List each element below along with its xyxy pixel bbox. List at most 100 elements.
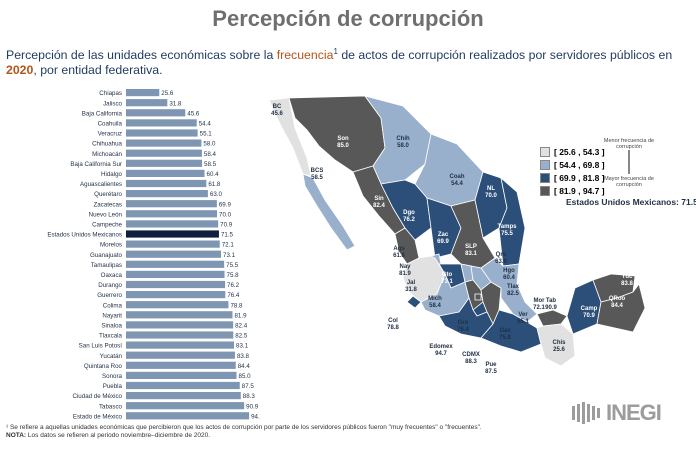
bar xyxy=(126,412,250,420)
map-state-value: 58.4 xyxy=(429,303,441,309)
map-state-abbr: BCS xyxy=(311,168,324,174)
map-state-abbr: QRoo xyxy=(609,296,626,302)
bar-value-label: 54.4 xyxy=(199,121,212,128)
map-state-value: 55.1 xyxy=(517,319,529,325)
bar xyxy=(126,109,186,117)
bar xyxy=(126,240,220,248)
bar-category-label: Campeche xyxy=(92,222,122,229)
legend-swatch xyxy=(540,186,550,196)
bar-national xyxy=(126,230,219,238)
bar-category-label: Estado de México xyxy=(73,413,123,420)
map-state-value: 61.8 xyxy=(393,253,405,259)
bar-value-label: 84.4 xyxy=(238,363,251,370)
map-state-value: 72.1 xyxy=(533,305,545,311)
bar-category-label: Sonora xyxy=(102,373,123,380)
bar-category-label: Chihuahua xyxy=(92,141,122,148)
bar xyxy=(126,159,203,167)
bar-value-label: 45.6 xyxy=(187,110,200,117)
map-state-value: 63.0 xyxy=(495,259,507,265)
map-state-abbr: Son xyxy=(337,136,349,142)
inegi-mark-icon xyxy=(572,402,600,424)
bar xyxy=(126,321,234,329)
map-state-tab xyxy=(536,309,568,327)
legend-note-high: Mayor frecuencia de corrupción xyxy=(604,176,654,188)
map-state-abbr: NL xyxy=(487,186,495,192)
legend-range-label: [ 25.6 , 54.3 ] xyxy=(554,147,605,157)
chart-subtitle: Percepción de las unidades económicas so… xyxy=(6,44,690,78)
bar-category-label: Chiapas xyxy=(99,90,122,97)
page-title: Percepción de corrupción xyxy=(212,6,484,31)
bar-chart: Chiapas 25.6 Jalisco 31.8 Baja California 45.… xyxy=(47,89,260,420)
bar-category-label: Tlaxcala xyxy=(99,333,123,340)
map-state-abbr: Gro xyxy=(458,320,469,326)
map-state-value: 90.9 xyxy=(545,305,557,311)
bar-category-label: Guanajuato xyxy=(90,252,123,259)
legend-note-low: Menor frecuencia de corrupción xyxy=(603,138,655,150)
bar-value-label: 61.8 xyxy=(208,181,221,188)
bar-value-label: 83.8 xyxy=(237,353,250,360)
map-state-value: 69.9 xyxy=(437,239,449,245)
bar-value-label: 81.9 xyxy=(234,312,247,319)
legend-range-label: [ 69.9 , 81.8 ] xyxy=(554,173,605,183)
map-state-value: 82.4 xyxy=(373,203,385,209)
bar-category-label: Nuevo León xyxy=(89,211,123,218)
bar-category-label: San Luis Potosí xyxy=(79,343,123,350)
map-state-value: 25.6 xyxy=(553,347,565,353)
inegi-logo: INEGI xyxy=(572,400,682,426)
bar-value-label: 58.0 xyxy=(203,141,216,148)
map-state-value: 78.8 xyxy=(387,325,399,331)
map-state-abbr: Pue xyxy=(485,362,497,368)
bar-category-label: Yucatán xyxy=(100,353,123,360)
legend-item: [ 81.9 , 94.7 ] xyxy=(540,186,605,196)
bar-value-label: 70.0 xyxy=(219,211,232,218)
bar-category-label: Jalisco xyxy=(103,100,122,107)
map-state-value: 76.4 xyxy=(457,327,469,333)
bar-value-label: 76.2 xyxy=(227,282,240,289)
bar-value-label: 75.8 xyxy=(227,272,240,279)
bar-value-label: 78.8 xyxy=(230,302,243,309)
map-state-abbr: Chih xyxy=(396,136,410,142)
bar-value-label: 75.5 xyxy=(226,262,239,269)
map-state-value: 60.4 xyxy=(503,275,515,281)
bar-category-label: Oaxaca xyxy=(101,272,123,279)
bar xyxy=(126,250,222,258)
map-state-abbr: BC xyxy=(273,104,282,110)
bar-category-label: Baja California xyxy=(82,110,123,117)
national-total-label: Estados Unidos Mexicanos: xyxy=(566,197,679,207)
bar-value-label: 76.4 xyxy=(227,292,240,299)
map-state-abbr: Hgo xyxy=(503,268,515,274)
legend-swatch xyxy=(540,173,550,183)
bar xyxy=(126,99,168,107)
map-state-value: 75.8 xyxy=(499,335,511,341)
map-state-value: 58.0 xyxy=(397,143,409,149)
map-state-value: 82.5 xyxy=(507,291,519,297)
map-state-abbr: Zac xyxy=(438,232,449,238)
bar xyxy=(126,291,226,299)
bar xyxy=(126,200,217,208)
bar xyxy=(126,392,241,400)
map-state-abbr: Chis xyxy=(552,340,566,346)
map-state-value: 76.2 xyxy=(403,217,415,223)
bar-category-label: Sinaloa xyxy=(101,323,122,330)
map-state-value: 88.3 xyxy=(465,359,477,365)
map-state-gro xyxy=(438,297,494,339)
bar xyxy=(126,169,205,177)
map-state-abbr: Ags xyxy=(393,246,405,252)
map-state-abbr: Mor xyxy=(534,298,546,304)
subtitle-year: 2020 xyxy=(6,63,34,78)
map-state-chis xyxy=(536,323,576,367)
footnote-1: ¹ Se refiere a aquellas unidades económi… xyxy=(6,424,482,431)
bar-category-label: Coahuila xyxy=(98,121,123,128)
footnote-2: NOTA: Los datos se refieren al periodo n… xyxy=(6,432,482,440)
bar-category-label: Michoacán xyxy=(92,151,122,158)
bar-value-label: 82.5 xyxy=(235,333,248,340)
bar-value-label: 60.4 xyxy=(207,171,220,178)
bar xyxy=(126,139,202,147)
bar-category-label: Baja California Sur xyxy=(70,161,122,168)
bar xyxy=(126,361,236,369)
map-state-value: 70.0 xyxy=(485,193,497,199)
map-state-abbr: Jal xyxy=(407,280,416,286)
map-state-value: 75.5 xyxy=(501,231,513,237)
map-state-abbr: Nay xyxy=(399,264,411,270)
bar-value-label: 70.9 xyxy=(220,222,233,229)
